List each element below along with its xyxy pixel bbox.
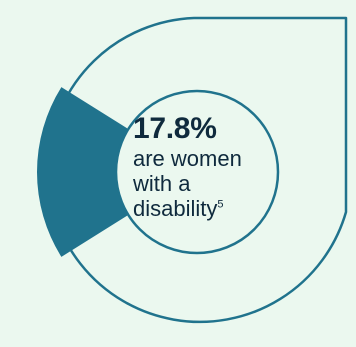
caption-line-1: are women [133, 146, 242, 171]
outer-teardrop-outline [46, 16, 348, 324]
footnote-marker: 5 [217, 198, 224, 211]
caption-line-2: with a [133, 171, 191, 196]
slices-layer [36, 87, 130, 257]
stat-label: 17.8% are women with a disability5 [133, 112, 283, 221]
stat-value: 17.8% [133, 112, 217, 145]
pie-slice-0 [36, 87, 130, 257]
caption-line-3: disability5 [133, 196, 283, 221]
inner-circle [114, 89, 280, 255]
caption-line-3-text: disability [133, 196, 218, 221]
